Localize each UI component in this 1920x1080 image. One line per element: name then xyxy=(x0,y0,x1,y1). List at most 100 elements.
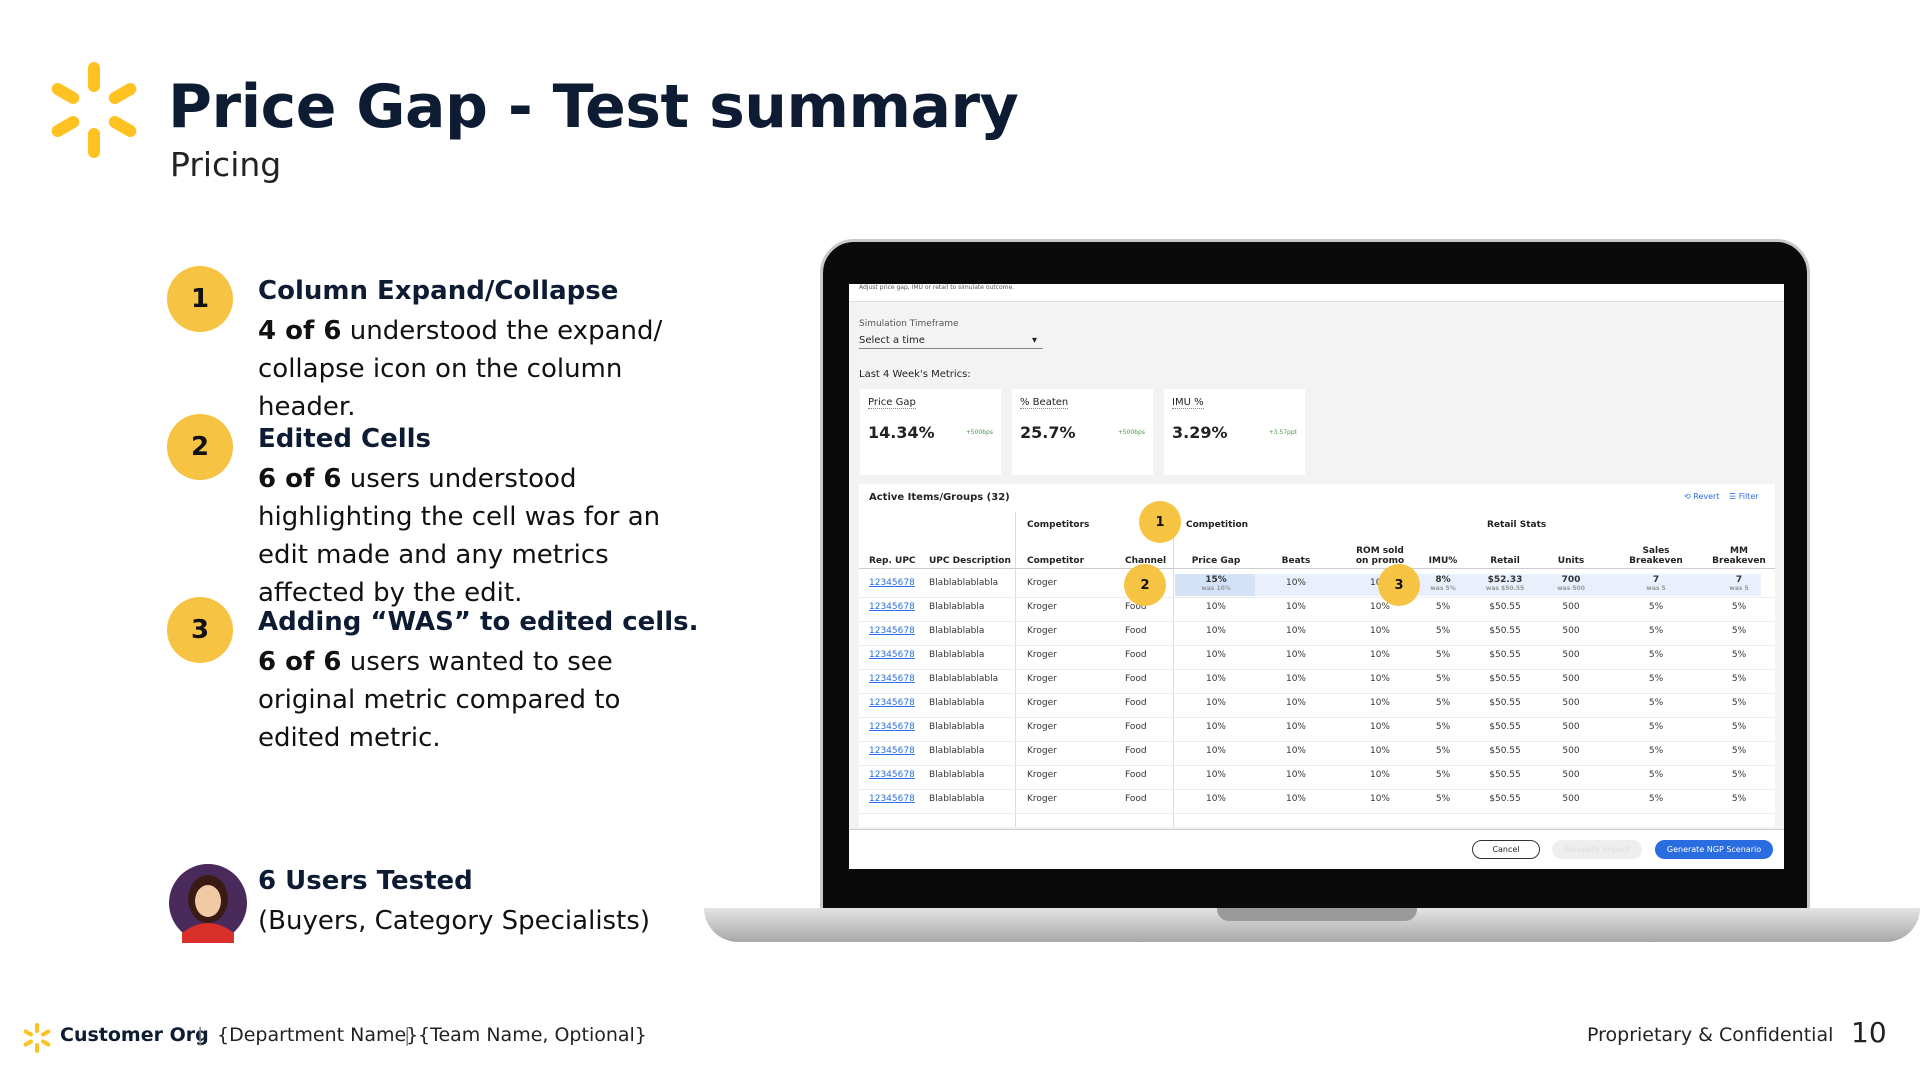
table-cell: Blablablabla xyxy=(929,626,984,636)
table-cell: 5% xyxy=(1616,698,1696,708)
cell-value: 5% xyxy=(1435,626,1451,636)
cell-value: 10% xyxy=(1285,674,1306,684)
table-cell: 15% was 10% xyxy=(1176,575,1256,592)
table-cell: $50.55 xyxy=(1465,794,1545,804)
cell-value: 5% xyxy=(1648,794,1664,804)
cell-value: 10% xyxy=(1369,698,1390,708)
table-cell: 5% xyxy=(1699,770,1779,780)
simulate-text: Simulate impact xyxy=(1564,845,1630,854)
table-cell: 12345678 xyxy=(869,602,915,612)
column-group: Retail Stats xyxy=(1487,520,1547,530)
cell-value: Kroger xyxy=(1027,746,1057,756)
cell-value: 5% xyxy=(1648,770,1664,780)
cell-value: 10% xyxy=(1205,746,1226,756)
table-cell: $50.55 xyxy=(1465,746,1545,756)
cell-value: Blablablabla xyxy=(929,626,985,636)
cell-value: Food xyxy=(1125,746,1147,756)
table-cell: 12345678 xyxy=(869,578,915,588)
cell-value: Kroger xyxy=(1027,626,1057,636)
cell-value: $50.55 xyxy=(1489,722,1521,732)
column-header: Price Gap xyxy=(1191,556,1241,566)
cell-value: 12345678 xyxy=(869,578,915,588)
revert-text: Revert xyxy=(1693,492,1720,501)
finding-detail: understood the expand/ collapse icon on … xyxy=(258,316,663,422)
table-cell: 5% xyxy=(1616,602,1696,612)
simulate-button[interactable]: Simulate impact xyxy=(1552,840,1642,859)
table-cell: $50.55 xyxy=(1465,650,1545,660)
was-value: was 10% xyxy=(1201,585,1231,592)
header-rule xyxy=(859,568,1775,569)
cell-value: 5% xyxy=(1731,650,1747,660)
table-cell: 10% xyxy=(1340,722,1420,732)
timeframe-select[interactable]: Select a time ▾ xyxy=(859,335,1043,349)
table-cell: 700 was 500 xyxy=(1531,575,1611,592)
cell-value: Blablablabla xyxy=(929,722,985,732)
table-cell: 10% xyxy=(1256,770,1336,780)
cell-value: Kroger xyxy=(1027,722,1057,732)
timeframe-label: Simulation Timeframe xyxy=(859,319,959,329)
cell-value: Food xyxy=(1125,674,1147,684)
filter-text: Filter xyxy=(1738,492,1759,501)
column-header: Rep. UPC xyxy=(869,556,916,566)
column-header: ROM sold on promo xyxy=(1355,546,1405,566)
cell-value: $50.55 xyxy=(1489,674,1521,684)
cell-value: 12345678 xyxy=(869,722,915,732)
cell-value: Food xyxy=(1125,794,1147,804)
cell-value: 12345678 xyxy=(869,602,915,612)
finding-count: 6 of 6 xyxy=(258,464,342,494)
generate-button[interactable]: Generate NGP Scenario xyxy=(1655,840,1773,859)
metric-delta: +500bps xyxy=(1117,429,1145,436)
table-cell: Blablablabla xyxy=(929,746,984,756)
column-header: Beats xyxy=(1281,556,1311,566)
table-cell: 5% xyxy=(1616,746,1696,756)
row-rule xyxy=(859,717,1775,718)
callout-badge: 2 xyxy=(1124,564,1166,606)
metric-delta: +3.57ppt xyxy=(1268,429,1297,436)
cell-value: 5% xyxy=(1435,746,1451,756)
table-cell: 7 was 5 xyxy=(1616,575,1696,592)
revert[interactable]: ⟲ Revert xyxy=(1684,492,1720,501)
table-cell: 5% xyxy=(1699,722,1779,732)
column-header: Retail xyxy=(1490,556,1520,566)
table-cell: Kroger xyxy=(1027,746,1057,756)
row-rule xyxy=(859,597,1775,598)
cell-value: Food xyxy=(1125,722,1147,732)
finding: Column Expand/Collapse 4 of 6 understood … xyxy=(258,276,708,426)
table-cell: 5% xyxy=(1403,770,1483,780)
table-cell: Kroger xyxy=(1027,602,1057,612)
filter[interactable]: ☰ Filter xyxy=(1729,492,1759,501)
cancel-button[interactable]: Cancel xyxy=(1472,840,1540,859)
cell-value: 5% xyxy=(1435,794,1451,804)
cell-value: Kroger xyxy=(1027,794,1057,804)
table-cell: 12345678 xyxy=(869,698,915,708)
table-cell: 5% xyxy=(1403,602,1483,612)
callout-badge: 3 xyxy=(1378,564,1420,606)
title: Price Gap - Test summary xyxy=(168,72,1019,142)
table-cell: 10% xyxy=(1340,746,1420,756)
cell-value: 10% xyxy=(1369,770,1390,780)
table-cell: 7 was 5 xyxy=(1699,575,1779,592)
table-cell: 10% xyxy=(1340,698,1420,708)
table-cell: 5% xyxy=(1403,698,1483,708)
avatar xyxy=(169,864,247,943)
table-cell: 500 xyxy=(1531,650,1611,660)
table-cell: Kroger xyxy=(1027,698,1057,708)
cell-value: 10% xyxy=(1285,602,1306,612)
table-cell: 10% xyxy=(1256,674,1336,684)
table-cell: 12345678 xyxy=(869,794,915,804)
users-text: (Buyers, Category Specialists) xyxy=(258,906,650,936)
table-cell: 10% xyxy=(1256,722,1336,732)
table-cell: Food xyxy=(1125,698,1147,708)
cell-value: Food xyxy=(1125,698,1147,708)
was-value: was 500 xyxy=(1557,585,1585,592)
table-cell: 500 xyxy=(1531,794,1611,804)
metric-value: 3.29% xyxy=(1172,423,1228,442)
table-cell: 500 xyxy=(1531,746,1611,756)
cell-value: 10% xyxy=(1285,770,1306,780)
table-cell: $50.55 xyxy=(1465,770,1545,780)
table-cell: 5% xyxy=(1699,674,1779,684)
cell-value: 10% xyxy=(1205,722,1226,732)
column-group: Competition xyxy=(1186,520,1249,530)
cell-value: 500 xyxy=(1562,770,1580,780)
team: {Team Name, Optional} xyxy=(418,1024,647,1046)
